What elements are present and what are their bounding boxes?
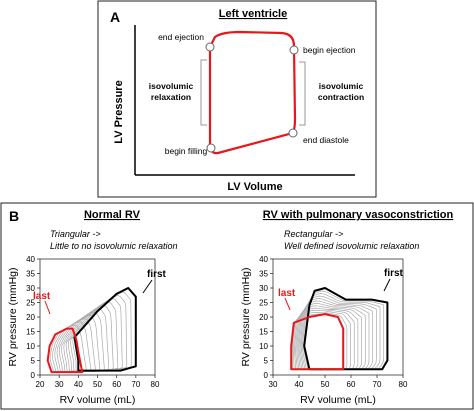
end-ejection-marker [205, 42, 215, 52]
x-axis-label: RV volume (mL) [300, 394, 376, 406]
end-diastole-label: end diastole [303, 135, 349, 145]
vasoconstriction-rv-note-1: Rectangular -> [284, 229, 343, 239]
panel-a-frame [97, 0, 377, 198]
begin-ejection-label: begin ejection [303, 45, 356, 55]
begin-filling-marker [206, 143, 216, 153]
y-tick-label: 35 [26, 270, 35, 279]
x-tick-label: 70 [373, 380, 382, 389]
x-tick-label: 30 [269, 380, 278, 389]
vasoconstriction-rv-note-2: Well defined isovolumic relaxation [284, 241, 419, 251]
relaxation-bracket [200, 59, 207, 126]
y-tick-label: 30 [259, 284, 268, 293]
y-axis-label: RV pressure (mmHg) [7, 268, 19, 367]
end-ejection-label: end ejection [158, 32, 204, 42]
x-tick-label: 40 [74, 380, 83, 389]
series-first-loop [73, 287, 137, 372]
x-tick-label: 50 [93, 380, 102, 389]
y-tick-label: 25 [26, 299, 35, 308]
panel-a-ylabel: LV Pressure [113, 80, 125, 143]
y-tick-label: 15 [26, 328, 35, 337]
panel-b-label: B [9, 208, 19, 224]
normal-last-label: last [33, 291, 51, 302]
contraction-label-1: isovolumic [319, 81, 364, 91]
x-tick-label: 60 [347, 380, 356, 389]
end-diastole-marker [288, 128, 298, 138]
x-tick-label: 80 [151, 380, 160, 389]
x-tick-label: 30 [55, 380, 64, 389]
vasoconstriction-rv-chart: 0 5 10 15 20 25 30 35 40 30 40 50 60 70 80 RV volume (m… [240, 255, 408, 406]
vaso-first-label: first [384, 268, 404, 279]
panel-a-xlabel: LV Volume [227, 181, 282, 193]
x-axis-label: RV volume (mL) [60, 394, 136, 406]
vaso-last-label: last [278, 288, 296, 299]
x-tick-label: 60 [112, 380, 121, 389]
lv-pv-loop [208, 30, 297, 155]
panel-a-title: Left ventricle [219, 8, 287, 20]
y-tick-label: 15 [259, 328, 268, 337]
begin-filling-label: begin filling [165, 146, 208, 156]
y-tick-label: 40 [259, 255, 268, 264]
normal-rv-note-2: Little to no isovolumic relaxation [50, 241, 178, 251]
normal-first-pointer [142, 279, 153, 294]
contraction-bracket [299, 61, 306, 126]
y-tick-label: 5 [264, 357, 269, 366]
y-tick-label: 0 [264, 371, 269, 380]
normal-first-label: first [147, 269, 167, 280]
y-tick-label: 20 [259, 313, 268, 322]
series-last-loop [290, 313, 345, 371]
relaxation-label-2: relaxation [151, 92, 191, 102]
y-tick-label: 35 [259, 270, 268, 279]
x-tick-label: 20 [36, 380, 45, 389]
y-tick-label: 0 [31, 371, 36, 380]
x-tick-label: 70 [131, 380, 140, 389]
x-tick-label: 40 [295, 380, 304, 389]
begin-ejection-marker [289, 45, 299, 55]
y-tick-label: 5 [31, 357, 36, 366]
x-tick-label: 50 [321, 380, 330, 389]
vasoconstriction-rv-title: RV with pulmonary vasoconstriction [263, 209, 454, 221]
series-first-loop [303, 287, 389, 371]
contraction-label-2: contraction [318, 92, 364, 102]
normal-rv-chart: 0 5 10 15 20 25 30 35 40 20 30 40 50 60 70 80 RV volume … [7, 255, 160, 406]
x-tick-label: 80 [399, 380, 408, 389]
panel-a-label: A [110, 9, 120, 25]
normal-rv-note-1: Triangular -> [50, 229, 101, 239]
y-tick-label: 30 [26, 284, 35, 293]
y-tick-label: 25 [259, 299, 268, 308]
vaso-last-pointer [284, 297, 291, 311]
y-tick-label: 40 [26, 255, 35, 264]
relaxation-label-1: isovolumic [149, 81, 194, 91]
y-tick-label: 10 [259, 342, 268, 351]
y-tick-label: 10 [26, 342, 35, 351]
y-tick-label: 20 [26, 313, 35, 322]
y-axis-label: RV pressure (mmHg) [240, 268, 252, 367]
normal-last-pointer [44, 300, 51, 315]
series-last-loop [46, 327, 84, 374]
normal-rv-title: Normal RV [84, 209, 141, 221]
vaso-first-pointer [383, 278, 391, 292]
